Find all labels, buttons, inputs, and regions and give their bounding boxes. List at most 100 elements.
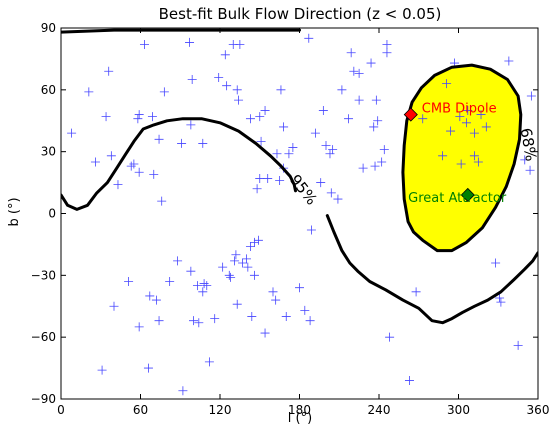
scatter-point xyxy=(260,328,270,338)
y-tick-label: −30 xyxy=(31,268,56,282)
scatter-point xyxy=(385,332,395,342)
scatter-point xyxy=(333,194,343,204)
scatter-point xyxy=(243,262,253,272)
scatter-point xyxy=(526,91,536,101)
scatter-point xyxy=(157,196,167,206)
cmb-dipole-marker xyxy=(403,107,418,122)
scatter-point xyxy=(249,237,259,247)
scatter-point xyxy=(268,287,278,297)
scatter-point xyxy=(326,188,336,198)
scatter-point xyxy=(134,322,144,332)
scatter-point xyxy=(369,122,379,132)
scatter-point xyxy=(346,48,356,58)
scatter-point xyxy=(418,114,428,124)
scatter-point xyxy=(247,312,257,322)
scatter-point xyxy=(525,165,535,175)
scatter-point xyxy=(366,58,376,68)
scatter-point xyxy=(198,287,208,297)
scatter-point xyxy=(379,145,389,155)
scatter-point xyxy=(189,316,198,326)
scatter-point xyxy=(202,281,212,291)
x-tick-label: 360 xyxy=(527,403,550,417)
scatter-point xyxy=(143,363,153,373)
scatter-point xyxy=(192,281,202,291)
y-tick-label: 0 xyxy=(48,207,56,221)
scatter-point xyxy=(139,39,149,49)
scatter-point xyxy=(231,250,241,260)
scatter-point xyxy=(520,155,530,165)
scatter-point xyxy=(222,81,232,91)
scatter-point xyxy=(220,50,230,60)
scatter-point xyxy=(337,85,347,95)
contour-95-line xyxy=(61,117,297,211)
y-tick-label: −60 xyxy=(31,330,56,344)
scatter-point xyxy=(469,128,479,138)
scatter-point xyxy=(272,149,282,159)
scatter-point xyxy=(442,79,452,89)
scatter-point xyxy=(325,149,335,159)
confidence-68-fill xyxy=(402,65,521,251)
cmb-dipole-label: CMB Dipole xyxy=(422,102,497,117)
scatter-point xyxy=(185,37,195,47)
scatter-points xyxy=(67,33,536,396)
scatter-point xyxy=(194,318,204,328)
scatter-point xyxy=(260,105,270,115)
scatter-point xyxy=(104,66,114,76)
x-tick-label: 0 xyxy=(57,403,65,417)
scatter-point xyxy=(101,112,111,122)
great-attractor-marker xyxy=(460,187,475,203)
scatter-point xyxy=(255,173,265,183)
scatter-point xyxy=(349,66,359,76)
scatter-point xyxy=(344,114,354,124)
scatter-point xyxy=(295,283,304,293)
scatter-point xyxy=(300,305,310,315)
scatter-point xyxy=(275,176,285,186)
scatter-point xyxy=(288,143,298,153)
scatter-point xyxy=(271,295,281,305)
scatter-point xyxy=(284,149,294,159)
scatter-point xyxy=(199,279,209,289)
scatter-point xyxy=(469,151,479,161)
scatter-point xyxy=(186,120,196,130)
scatter-point xyxy=(232,85,242,95)
scatter-point xyxy=(154,134,164,144)
scatter-point xyxy=(305,316,315,326)
scatter-point xyxy=(224,270,234,280)
scatter-point xyxy=(461,118,471,128)
y-axis-title: b (°) xyxy=(7,197,22,226)
scatter-point xyxy=(504,56,514,66)
scatter-point xyxy=(316,178,326,188)
scatter-point xyxy=(97,365,107,375)
scatter-point xyxy=(238,258,248,268)
y-tick-label: 60 xyxy=(41,83,56,97)
scatter-point xyxy=(124,277,134,287)
scatter-point xyxy=(328,145,338,155)
scatter-point xyxy=(446,126,456,136)
scatter-point xyxy=(198,138,208,148)
scatter-point xyxy=(377,157,387,167)
scatter-point xyxy=(495,293,505,303)
scatter-point xyxy=(235,39,245,49)
scatter-point xyxy=(252,184,262,194)
axis-ticks: 0 60 120 180 240 300 360 −90 −60 −30 0 30 60 90 xyxy=(31,21,550,417)
scatter-point xyxy=(145,291,155,301)
scatter-point xyxy=(411,287,421,297)
scatter-point xyxy=(263,173,273,183)
scatter-point xyxy=(106,151,116,161)
scatter-point xyxy=(382,48,392,58)
y-tick-label: 90 xyxy=(41,21,56,35)
scatter-point xyxy=(358,163,368,173)
scatter-point xyxy=(473,157,483,167)
scatter-point xyxy=(304,33,314,43)
x-tick-label: 60 xyxy=(133,403,148,417)
scatter-point xyxy=(463,105,473,115)
scatter-point xyxy=(230,256,240,266)
scatter-point xyxy=(373,116,383,126)
scatter-point xyxy=(214,72,224,82)
scatter-point xyxy=(370,161,380,171)
scatter-point xyxy=(249,270,259,280)
scatter-point xyxy=(218,262,228,272)
confidence-contours xyxy=(61,28,538,325)
scatter-point xyxy=(210,314,220,324)
scatter-point xyxy=(151,295,161,305)
